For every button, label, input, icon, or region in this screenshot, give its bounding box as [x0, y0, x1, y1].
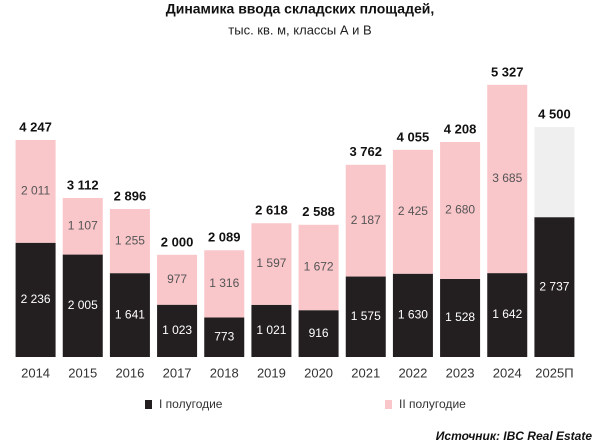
data-label: 2 011 — [21, 184, 50, 198]
bar-segment — [487, 273, 528, 357]
x-tick-label: 2023 — [446, 365, 475, 380]
data-label: 977 — [167, 272, 187, 286]
total-label: 3 762 — [349, 144, 382, 159]
bar-segment — [62, 254, 103, 357]
legend-label: II полугодие — [399, 397, 466, 411]
x-tick-label: 2014 — [21, 365, 50, 380]
bar-segment — [157, 304, 198, 357]
x-tick-label: 2024 — [493, 365, 522, 380]
data-label: 2 737 — [539, 279, 569, 293]
x-tick-label: 2022 — [398, 365, 427, 380]
x-tick-label: 2018 — [210, 365, 239, 380]
bar-segment — [298, 224, 339, 311]
data-label: 1 672 — [304, 260, 334, 274]
total-label: 3 112 — [67, 177, 99, 192]
total-label: 2 896 — [114, 188, 147, 203]
x-tick-label: 2021 — [351, 365, 380, 380]
bar-segment — [298, 310, 339, 357]
bar-segment — [440, 278, 481, 357]
total-label: 2 618 — [255, 203, 288, 218]
bar-segment — [534, 217, 575, 357]
data-label: 1 597 — [256, 256, 286, 270]
data-label: 1 630 — [398, 308, 428, 322]
bar-segment — [487, 84, 528, 274]
data-label: 3 685 — [492, 171, 522, 185]
bar-segment — [204, 317, 245, 357]
data-label: 1 023 — [162, 323, 192, 337]
chart-title: Динамика ввода складских площадей, — [166, 1, 435, 17]
data-label: 2 425 — [398, 204, 428, 218]
x-tick-label: 2016 — [115, 365, 144, 380]
legend-label: I полугодие — [159, 397, 223, 411]
total-label: 4 247 — [19, 119, 52, 134]
data-label: 1 255 — [115, 233, 145, 247]
bar-segment — [157, 254, 198, 305]
x-tick-label: 2015 — [68, 365, 97, 380]
total-label: 4 055 — [397, 129, 430, 144]
x-tick-label: 2020 — [304, 365, 333, 380]
bar-segment — [534, 127, 575, 218]
data-label: 2 236 — [21, 292, 51, 306]
total-label: 4 500 — [538, 107, 571, 122]
total-label: 5 327 — [491, 64, 524, 79]
total-label: 2 588 — [302, 204, 335, 219]
data-label: 1 641 — [115, 307, 145, 321]
bar-segment — [109, 273, 150, 357]
data-label: 2 187 — [351, 213, 381, 227]
data-label: 1 528 — [445, 310, 475, 324]
data-label: 773 — [214, 329, 234, 343]
total-label: 2 089 — [208, 230, 241, 245]
data-label: 1 642 — [492, 307, 522, 321]
bar-segment — [109, 209, 150, 274]
data-label: 1 107 — [68, 218, 98, 232]
source: Источник: IBC Real Estate — [436, 429, 593, 443]
total-label: 4 208 — [444, 121, 477, 136]
legend-swatch — [145, 400, 152, 409]
data-label: 1 021 — [256, 323, 286, 337]
bar-segment — [345, 164, 386, 277]
data-label: 1 316 — [209, 276, 239, 290]
bar-segment — [392, 273, 433, 357]
bar-segment — [345, 276, 386, 357]
x-tick-label: 2017 — [163, 365, 192, 380]
bar-segment — [440, 142, 481, 279]
bar-segment — [15, 242, 56, 357]
chart-subtitle: тыс. кв. м, классы А и В — [228, 22, 371, 37]
bar-segment — [15, 140, 56, 243]
x-tick-label: 2019 — [257, 365, 286, 380]
bar-segment — [392, 149, 433, 274]
data-label: 2 680 — [445, 203, 475, 217]
data-label: 1 575 — [351, 309, 381, 323]
x-tick-label: 2025П — [535, 365, 573, 380]
bar-segment — [251, 304, 292, 357]
data-label: 916 — [309, 326, 329, 340]
bar-segment — [204, 250, 245, 318]
legend-swatch — [385, 400, 392, 409]
bar-segment — [62, 198, 103, 255]
total-label: 2 000 — [161, 234, 194, 249]
bar-segment — [251, 223, 292, 305]
data-label: 2 005 — [68, 298, 98, 312]
